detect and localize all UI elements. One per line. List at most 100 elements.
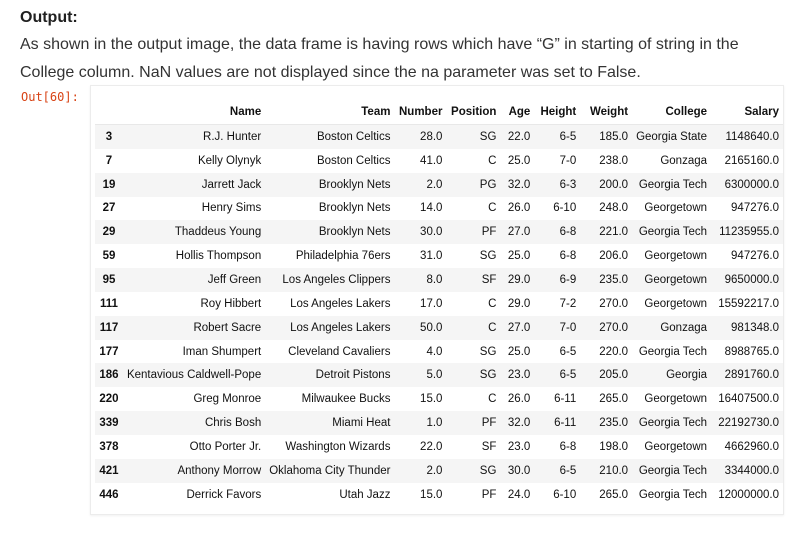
cell-height: 6-11: [554, 417, 577, 430]
cell-height: 6-8: [559, 440, 577, 453]
cell-height: 6-3: [559, 178, 577, 191]
table-row: 27 Henry Sims Brooklyn Nets 14.0 C 26.0 6-10 24…: [95, 196, 783, 221]
cell-weight: 185.0: [599, 130, 629, 143]
cell-weight: 221.0: [599, 226, 629, 239]
cell-name: Henry Sims: [201, 202, 262, 215]
cell-height: 6-8: [559, 226, 577, 239]
row-index: 95: [102, 273, 116, 286]
cell-weight: 210.0: [599, 464, 629, 477]
row-index: 117: [99, 321, 119, 334]
cell-position: PF: [481, 226, 497, 239]
table-row: 378 Otto Porter Jr. Washington Wizards 22.0…: [95, 434, 783, 459]
cell-number: 31.0: [420, 250, 443, 263]
cell-team: Miami Heat: [332, 417, 391, 430]
cell-team: Utah Jazz: [339, 488, 391, 501]
cell-height: 6-8: [559, 250, 577, 263]
cell-height: 6-5: [559, 345, 577, 358]
row-index: 378: [99, 440, 119, 453]
table-row: 117 Robert Sacre Los Angeles Lakers 50.0 C 27…: [95, 315, 783, 340]
row-index: 339: [99, 417, 119, 430]
cell-age: 32.0: [507, 178, 531, 191]
column-header-salary: Salary: [711, 100, 783, 125]
cell-team: Detroit Pistons: [315, 369, 391, 382]
cell-position: C: [488, 321, 497, 334]
cell-college: Georgetown: [644, 202, 708, 215]
cell-name: Anthony Morrow: [177, 464, 262, 477]
cell-height: 7-0: [559, 154, 577, 167]
cell-weight: 238.0: [599, 154, 629, 167]
cell-position: PG: [479, 178, 497, 191]
cell-name: Chris Bosh: [204, 417, 262, 430]
cell-age: 22.0: [507, 130, 531, 143]
cell-age: 25.0: [507, 345, 531, 358]
cell-salary: 16407500.0: [718, 393, 779, 406]
cell-salary: 2891760.0: [724, 369, 779, 382]
cell-age: 27.0: [507, 321, 531, 334]
cell-team: Philadelphia 76ers: [295, 250, 391, 263]
cell-number: 30.0: [420, 226, 443, 239]
column-header-team: Team: [265, 100, 395, 125]
cell-name: Hollis Thompson: [175, 250, 262, 263]
cell-name: Jeff Green: [207, 273, 262, 286]
cell-weight: 270.0: [599, 297, 629, 310]
table-row: 29 Thaddeus Young Brooklyn Nets 30.0 PF 27.0 6…: [95, 220, 783, 245]
cell-number: 4.0: [426, 345, 443, 358]
row-index: 421: [99, 464, 119, 477]
cell-team: Boston Celtics: [316, 154, 391, 167]
cell-height: 6-5: [559, 369, 577, 382]
cell-number: 41.0: [420, 154, 443, 167]
table-row: 111 Roy Hibbert Los Angeles Lakers 17.0 C 29.…: [95, 291, 783, 316]
dataframe-table: Name Team Number Position Age Height Weight Col…: [95, 100, 783, 507]
cell-number: 2.0: [426, 464, 443, 477]
cell-college: Georgia State: [636, 130, 708, 143]
cell-position: PF: [481, 488, 497, 501]
table-row: 446 Derrick Favors Utah Jazz 15.0 PF 24.0 6-10…: [95, 482, 783, 507]
row-index: 186: [99, 369, 119, 382]
cell-age: 27.0: [507, 226, 531, 239]
table-row: 95 Jeff Green Los Angeles Clippers 8.0 SF 29.…: [95, 268, 783, 292]
cell-age: 29.0: [507, 297, 531, 310]
cell-age: 25.0: [507, 154, 531, 167]
cell-position: SF: [481, 440, 497, 453]
cell-college: Georgetown: [644, 273, 708, 286]
table-row: 19 Jarrett Jack Brooklyn Nets 2.0 PG 32.0 6-3 2…: [95, 172, 783, 197]
cell-age: 30.0: [507, 464, 531, 477]
cell-name: Roy Hibbert: [200, 297, 262, 310]
cell-salary: 11235955.0: [719, 226, 779, 239]
cell-college: Georgetown: [644, 297, 708, 310]
cell-position: C: [488, 393, 497, 406]
row-index: 446: [99, 488, 119, 501]
column-header-age: Age: [500, 100, 535, 125]
cell-weight: 235.0: [599, 417, 629, 430]
table-row: 186 Kentavious Caldwell-Pope Detroit Pisto…: [95, 363, 783, 388]
cell-salary: 6300000.0: [724, 178, 779, 191]
cell-age: 26.0: [507, 393, 531, 406]
column-header-index: [95, 100, 123, 125]
cell-team: Washington Wizards: [285, 440, 391, 453]
table-body: 3 R.J. Hunter Boston Celtics 28.0 SG 22.0 6-5 1…: [95, 124, 783, 507]
cell-number: 2.0: [426, 178, 443, 191]
cell-height: 7-0: [559, 321, 577, 334]
cell-name: R.J. Hunter: [203, 130, 262, 143]
cell-college: Georgia Tech: [638, 417, 708, 430]
cell-position: C: [488, 202, 497, 215]
cell-number: 22.0: [420, 440, 443, 453]
cell-college: Georgia: [666, 369, 708, 382]
cell-team: Los Angeles Lakers: [290, 297, 391, 310]
cell-salary: 947276.0: [731, 202, 779, 215]
cell-salary: 22192730.0: [718, 417, 779, 430]
cell-height: 6-5: [559, 130, 577, 143]
cell-team: Milwaukee Bucks: [301, 393, 391, 406]
cell-college: Georgia Tech: [638, 464, 708, 477]
cell-weight: 220.0: [599, 345, 629, 358]
table-row: 339 Chris Bosh Miami Heat 1.0 PF 32.0 6-11 235.…: [95, 411, 783, 435]
cell-weight: 206.0: [599, 250, 629, 263]
table-header-row: Name Team Number Position Age Height Weight Col…: [95, 100, 783, 125]
cell-weight: 265.0: [599, 488, 629, 501]
row-index: 111: [100, 297, 118, 310]
output-area: Name Team Number Position Age Height Weight Col…: [90, 85, 784, 515]
cell-height: 6-9: [559, 273, 577, 286]
cell-name: Kelly Olynyk: [197, 154, 262, 167]
cell-number: 14.0: [420, 202, 443, 215]
cell-salary: 15592217.0: [718, 297, 779, 310]
